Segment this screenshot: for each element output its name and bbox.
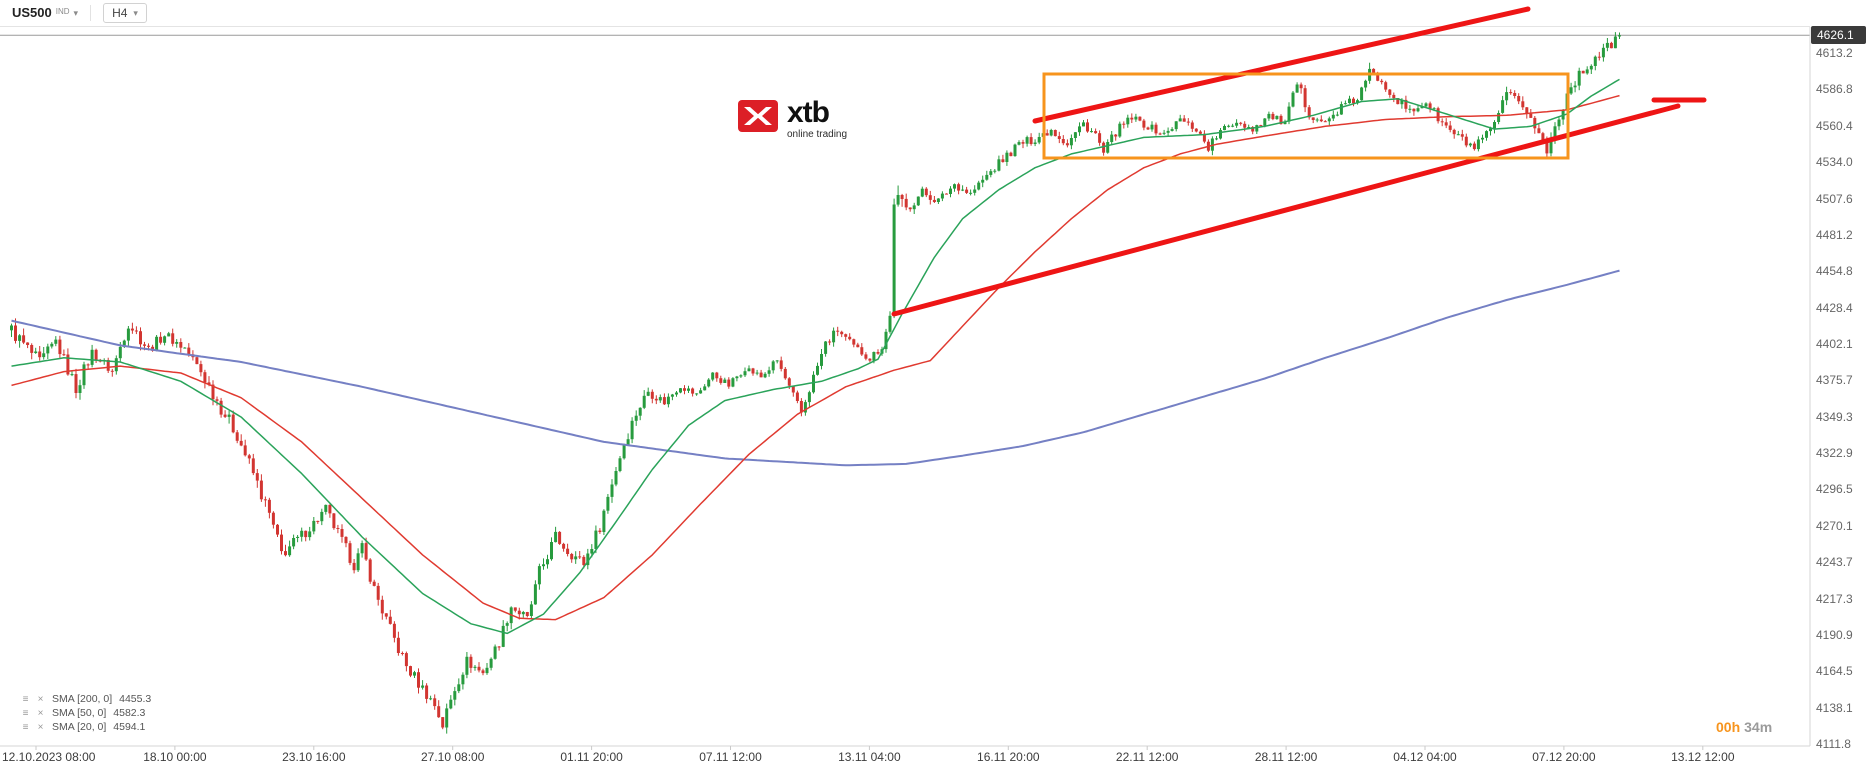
price-axis[interactable]: 4613.2 4586.8 4560.4 4534.0 4507.6 4481.2 4454… xyxy=(1810,0,1866,751)
candle-countdown: 00h 34m xyxy=(1716,719,1772,735)
price-axis-label: 4217.3 xyxy=(1816,591,1853,606)
time-axis-label: 13.11 04:00 xyxy=(838,750,901,764)
time-axis-label: 07.12 20:00 xyxy=(1532,750,1596,764)
price-axis-label: 4138.1 xyxy=(1816,700,1853,715)
price-axis-label: 4481.2 xyxy=(1816,227,1853,242)
price-axis-label: 4322.9 xyxy=(1816,446,1853,461)
time-axis-label: 23.10 16:00 xyxy=(282,750,346,764)
price-axis-label: 4164.5 xyxy=(1816,664,1853,679)
indicator-label: SMA [20, 0] xyxy=(52,721,107,733)
indicator-settings-icon[interactable]: ≡ xyxy=(22,721,29,733)
indicator-settings-icon[interactable]: ≡ xyxy=(22,693,29,705)
price-axis-label: 4296.5 xyxy=(1816,482,1853,497)
chevron-down-icon: ▾ xyxy=(133,8,138,18)
price-axis-label: 4507.6 xyxy=(1816,191,1853,206)
xtb-logo-icon xyxy=(738,100,778,132)
time-axis-label: 12.10.2023 08:00 xyxy=(2,750,96,764)
indicator-settings-icon[interactable]: ≡ xyxy=(22,707,29,719)
time-axis-label: 18.10 00:00 xyxy=(143,750,207,764)
indicator-remove-icon[interactable]: × xyxy=(37,693,44,705)
symbol-name: US500 xyxy=(12,5,52,20)
indicator-legend-row: ≡ × SMA [20, 0] 4594.1 xyxy=(20,720,151,734)
price-axis-label: 4586.8 xyxy=(1816,82,1853,97)
price-axis-label: 4375.7 xyxy=(1816,373,1853,388)
timeframe-selector[interactable]: H4 ▾ xyxy=(103,3,147,23)
indicator-remove-icon[interactable]: × xyxy=(37,721,44,733)
price-axis-label: 4454.8 xyxy=(1816,264,1853,279)
price-axis-label: 4428.4 xyxy=(1816,300,1853,315)
indicator-value: 4582.3 xyxy=(113,707,146,719)
symbol-type-label: IND xyxy=(55,7,70,16)
price-axis-label: 4270.1 xyxy=(1816,518,1853,533)
symbol-selector[interactable]: US500 IND ▾ xyxy=(12,6,78,20)
indicator-legend: ≡ × SMA [200, 0] 4455.3 ≡ × SMA [50, 0] 4582.3 ≡… xyxy=(20,692,152,734)
price-axis-label: 4111.8 xyxy=(1816,736,1851,751)
chart-header: US500 IND ▾ H4 ▾ xyxy=(0,0,1866,27)
indicator-value: 4594.1 xyxy=(113,721,146,733)
indicator-legend-row: ≡ × SMA [50, 0] 4582.3 xyxy=(20,706,151,720)
price-axis-label: 4349.3 xyxy=(1816,409,1853,424)
countdown-minutes: 34m xyxy=(1744,719,1773,735)
countdown-hours: 00h xyxy=(1716,719,1741,735)
time-axis-label: 07.11 12:00 xyxy=(699,750,762,764)
time-axis-label: 13.12 12:00 xyxy=(1671,750,1735,764)
price-axis-label: 4534.0 xyxy=(1816,155,1853,170)
price-axis-label: 4190.9 xyxy=(1816,627,1853,642)
time-axis-label: 01.11 20:00 xyxy=(560,750,623,764)
time-axis[interactable]: 12.10.2023 08:00 18.10 00:00 23.10 16:00 27… xyxy=(0,746,1810,767)
indicator-label: SMA [50, 0] xyxy=(52,707,107,719)
price-axis-label: 4613.2 xyxy=(1816,46,1853,60)
price-axis-label: 4243.7 xyxy=(1816,555,1853,570)
indicator-legend-row: ≡ × SMA [200, 0] 4455.3 xyxy=(20,692,152,706)
time-axis-label: 27.10 08:00 xyxy=(420,750,485,764)
time-axis-label: 22.11 12:00 xyxy=(1115,750,1179,764)
last-price-badge: 4626.1 xyxy=(1811,26,1866,45)
xtb-tagline: online trading xyxy=(787,129,848,140)
indicator-value: 4455.3 xyxy=(119,693,152,705)
time-axis-label: 04.12 04:00 xyxy=(1393,750,1457,764)
price-axis-label: 4402.1 xyxy=(1816,336,1853,351)
xtb-logo: xtb online trading xyxy=(738,96,848,140)
timeframe-label: H4 xyxy=(112,6,128,20)
time-axis-label: 28.11 12:00 xyxy=(1254,750,1318,764)
chevron-down-icon: ▾ xyxy=(73,8,79,18)
xtb-brand-text: xtb xyxy=(787,96,830,129)
price-axis-label: 4560.4 xyxy=(1816,118,1853,133)
indicator-remove-icon[interactable]: × xyxy=(37,707,44,719)
indicator-label: SMA [200, 0] xyxy=(52,693,113,705)
header-divider xyxy=(90,5,92,21)
time-axis-label: 16.11 20:00 xyxy=(977,750,1040,764)
